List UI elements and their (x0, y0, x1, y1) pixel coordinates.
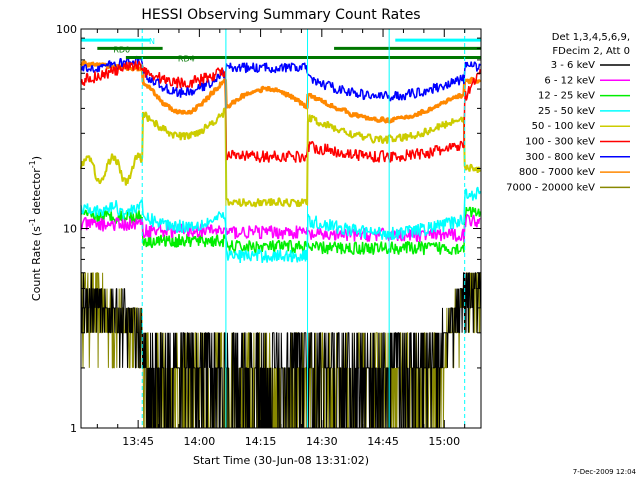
y-tick-label: 100 (56, 23, 77, 36)
legend-item-label: 12 - 25 keV (538, 91, 595, 102)
footer-date: 7-Dec-2009 12:04 (573, 468, 637, 476)
flag-bars: N RD0 RD4 (81, 37, 481, 63)
series-layer (79, 55, 482, 429)
x-tick-label: 14:15 (245, 435, 277, 448)
flag-label-rd0: RD0 (113, 45, 130, 54)
y-tick-label: 10 (63, 223, 77, 236)
orbit-lines (141, 29, 466, 428)
legend-item-label: 800 - 7000 keV (519, 167, 595, 178)
legend-header: Det 1,3,4,5,6,9, (552, 32, 630, 43)
y-axis-label: Count Rate (s-1 detector-1) (28, 156, 43, 301)
x-tick-label: 15:00 (428, 435, 460, 448)
series-line-800_7000keV (79, 60, 482, 124)
y-tick-label: 1 (70, 422, 77, 435)
legend-item-label: 7000 - 20000 keV (506, 182, 595, 193)
flag-label-n: N (149, 37, 155, 46)
series-line-6_12keV (80, 214, 481, 243)
x-axis-label: Start Time (30-Jun-08 13:31:02) (193, 454, 369, 467)
flag-label-rd4: RD4 (178, 54, 195, 63)
legend-item-label: 6 - 12 keV (544, 75, 595, 86)
legend-item-label: 300 - 800 keV (525, 152, 595, 163)
x-tick-label: 14:45 (367, 435, 399, 448)
x-tick-label: 13:45 (122, 435, 154, 448)
series-line-300_800keV (80, 55, 481, 102)
legend: Det 1,3,4,5,6,9, FDecim 2, Att 0 3 - 6 keV… (506, 32, 630, 193)
legend-item-label: 3 - 6 keV (551, 60, 595, 71)
series-line-12_25keV (80, 206, 481, 256)
series-line-50_100keV (80, 107, 482, 208)
legend-item-label: 25 - 50 keV (538, 106, 595, 117)
chart-title: HESSI Observing Summary Count Rates (141, 7, 420, 23)
x-tick-label: 14:30 (306, 435, 338, 448)
legend-item-label: 100 - 300 keV (525, 137, 595, 148)
x-tick-label: 14:00 (184, 435, 216, 448)
legend-header: FDecim 2, Att 0 (552, 46, 630, 57)
series-line-100_300keV (80, 60, 481, 163)
series-line-25_50keV (80, 186, 481, 263)
legend-item-label: 50 - 100 keV (532, 121, 596, 132)
